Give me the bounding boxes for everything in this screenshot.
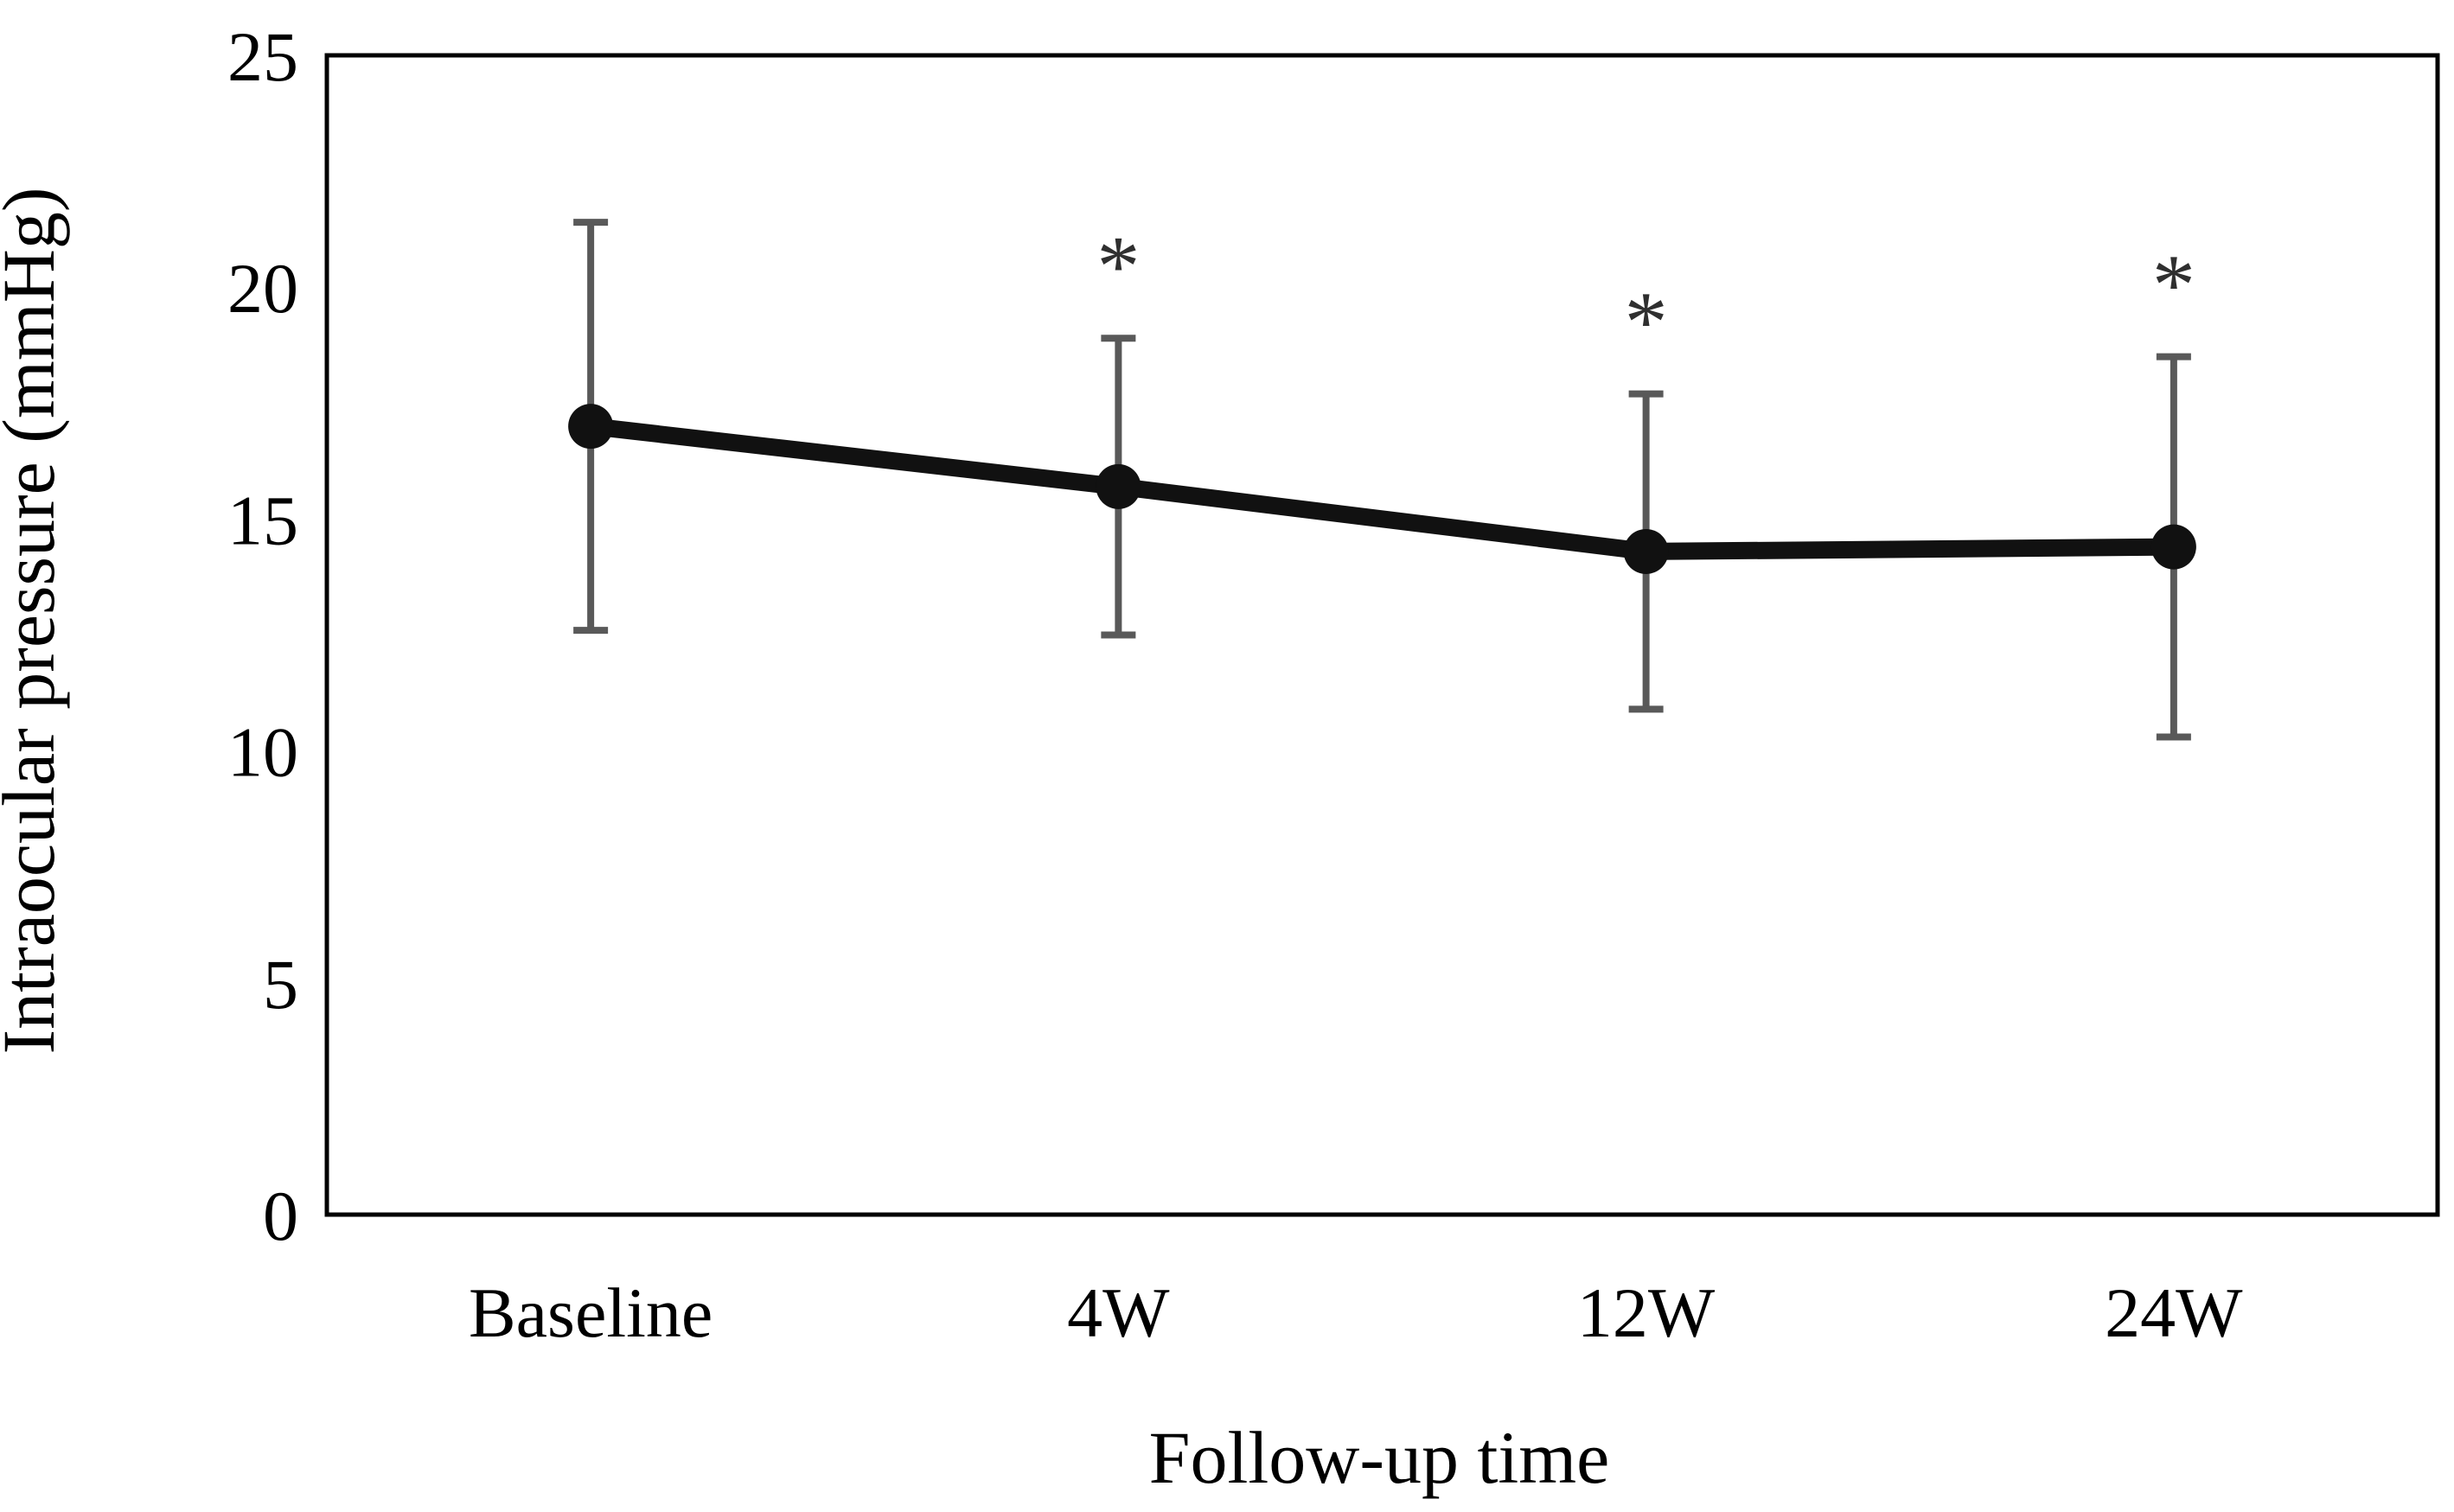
y-tick-label: 25 <box>227 17 298 96</box>
y-axis-title: Intraocular pressure (mmHg) <box>0 188 70 1055</box>
x-axis-category-labels: Baseline 4W 12W 24W <box>469 1273 2243 1352</box>
data-point-marker <box>568 404 614 450</box>
data-point-marker <box>2150 524 2196 570</box>
data-point-marker <box>1623 528 1669 574</box>
y-tick-label: 20 <box>227 249 298 328</box>
significance-marks-layer: * * * <box>1096 218 2195 369</box>
y-tick-label: 15 <box>227 481 298 559</box>
series-line <box>582 418 2182 560</box>
significance-asterisk: * <box>1625 274 1668 370</box>
x-category-label: 12W <box>1577 1273 1716 1352</box>
y-tick-label: 10 <box>227 713 298 792</box>
series-line-layer <box>582 418 2182 560</box>
significance-asterisk: * <box>1096 218 1140 314</box>
y-tick-label: 5 <box>263 945 298 1024</box>
y-axis-tick-labels: 0 5 10 15 20 25 <box>227 17 298 1255</box>
data-point-marker <box>1096 463 1141 509</box>
error-bars-layer <box>573 219 2191 741</box>
x-category-label: Baseline <box>469 1273 713 1352</box>
x-axis-title: Follow-up time <box>1149 1416 1610 1499</box>
plot-area-border <box>324 53 2440 1217</box>
significance-asterisk: * <box>2152 237 2195 333</box>
data-point-markers-layer <box>568 404 2196 574</box>
y-tick-label: 0 <box>263 1177 298 1255</box>
x-category-label: 24W <box>2105 1273 2243 1352</box>
x-category-label: 4W <box>1067 1273 1170 1352</box>
